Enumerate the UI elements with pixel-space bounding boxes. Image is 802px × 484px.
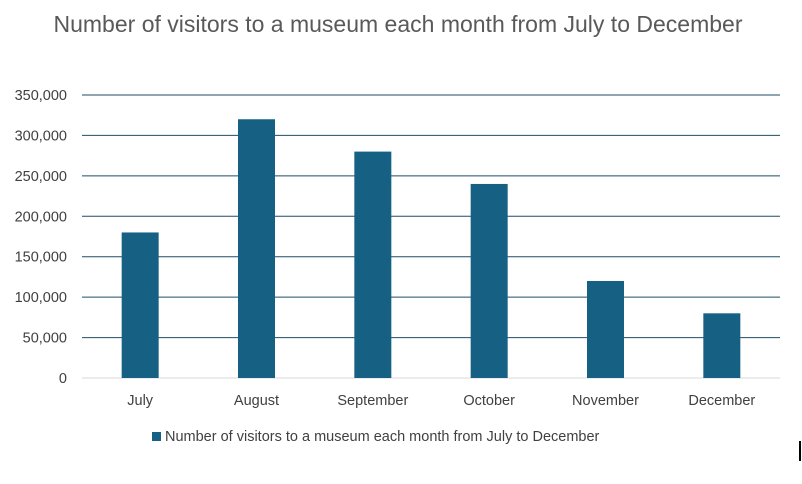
x-tick-label: December	[688, 393, 755, 409]
y-tick-label: 300,000	[15, 128, 67, 144]
bar	[354, 151, 392, 378]
y-tick-label: 50,000	[23, 331, 67, 347]
legend: Number of visitors to a museum each mont…	[152, 429, 600, 445]
bar	[121, 232, 159, 378]
x-tick-label: September	[337, 393, 408, 409]
x-tick-label: October	[463, 393, 515, 409]
x-tick-label: August	[234, 393, 279, 409]
y-tick-label: 150,000	[15, 250, 67, 266]
edge-mark	[799, 441, 801, 461]
bar	[587, 280, 624, 378]
y-axis-ticks: 0 50,000 100,000 150,000 200,000 250,000 300,0…	[15, 88, 67, 387]
y-tick-label: 250,000	[15, 169, 67, 185]
x-axis-ticks: July August September October November Decemb…	[127, 393, 755, 409]
bar	[238, 119, 275, 378]
x-tick-label: July	[127, 393, 154, 409]
legend-swatch	[152, 432, 161, 441]
bars	[121, 119, 741, 378]
y-tick-label: 0	[59, 371, 67, 387]
bar	[703, 313, 741, 378]
y-tick-label: 200,000	[15, 209, 67, 225]
y-tick-label: 350,000	[15, 88, 67, 104]
bar	[470, 183, 508, 378]
y-tick-label: 100,000	[15, 290, 67, 306]
x-tick-label: November	[572, 393, 639, 409]
chart-title: Number of visitors to a museum each mont…	[53, 11, 743, 37]
legend-label: Number of visitors to a museum each mont…	[165, 429, 600, 445]
gridlines	[82, 94, 780, 379]
